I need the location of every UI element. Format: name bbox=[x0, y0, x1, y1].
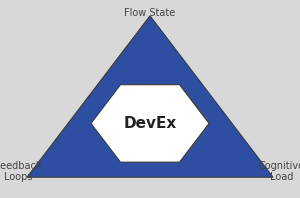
Text: DevEx: DevEx bbox=[123, 116, 177, 131]
Polygon shape bbox=[91, 85, 209, 162]
Text: Cognitive
Load: Cognitive Load bbox=[259, 161, 300, 182]
Text: Feedback
Loops: Feedback Loops bbox=[0, 161, 41, 182]
Polygon shape bbox=[27, 16, 273, 177]
Text: Flow State: Flow State bbox=[124, 8, 176, 18]
